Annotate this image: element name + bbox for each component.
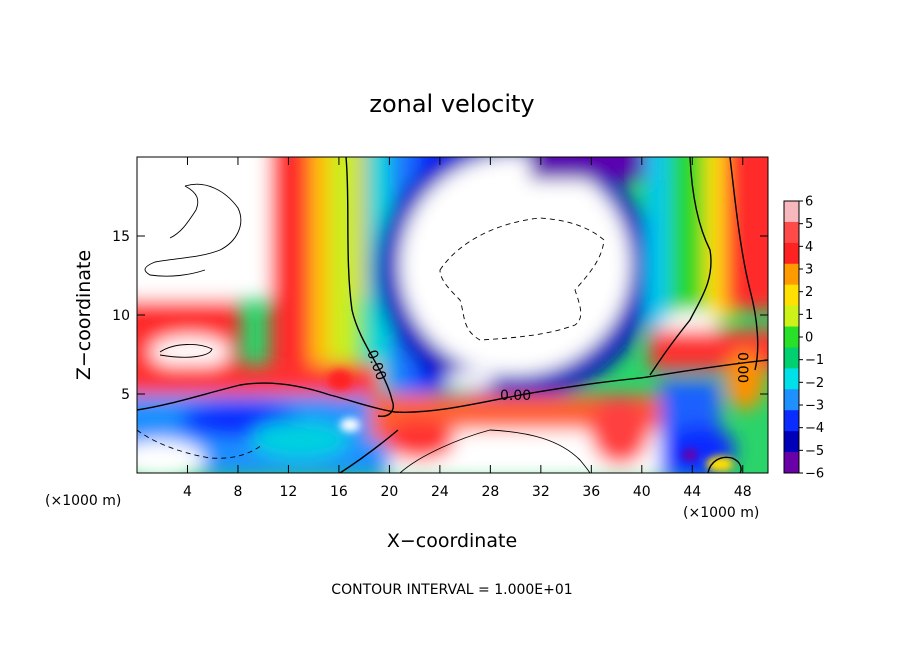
colorbar-label: 6: [805, 195, 813, 210]
colorbar-swatch: [784, 263, 799, 286]
colorbar-label: −3: [805, 399, 824, 414]
contour-label: 0.00: [734, 352, 750, 383]
colorbar-swatch: [784, 410, 799, 432]
x-tick-label: 40: [633, 484, 651, 500]
y-tick-label: 15: [112, 229, 130, 245]
x-tick-label: 4: [183, 484, 192, 500]
colorbar-label: 4: [805, 240, 813, 255]
contour-interval-note: CONTOUR INTERVAL = 1.000E+01: [331, 582, 572, 598]
colorbar-label: −5: [805, 444, 824, 459]
x-tick-label: 20: [380, 484, 398, 500]
x-tick-label: 44: [683, 484, 701, 500]
colorbar-label: 0: [805, 331, 813, 346]
colorbar-label: 3: [805, 263, 813, 278]
colorbar-label: 1: [805, 308, 813, 323]
y-tick-label: 5: [121, 387, 130, 403]
colorbar-swatch: [784, 221, 799, 244]
x-tick-label: 48: [734, 484, 752, 500]
y-axis: 5 10 15: [112, 229, 768, 403]
colorbar-swatch: [784, 431, 799, 453]
x-tick-label: 32: [532, 484, 550, 500]
y-axis-title: Z−coordinate: [73, 250, 95, 380]
colorbar-swatch: [784, 347, 799, 369]
colorbar-label: −2: [805, 376, 824, 391]
x-tick-label: 12: [280, 484, 298, 500]
x-tick-label: 28: [481, 484, 499, 500]
x-unit-left: (×1000 m): [45, 493, 121, 509]
colorbar-label: −1: [805, 353, 824, 368]
x-axis: 4 8 12 16 20 24 28 32 36 40 44 48: [183, 157, 752, 500]
colorbar-swatch: [784, 368, 799, 390]
x-axis-title: X−coordinate: [387, 530, 517, 552]
x-tick-label: 16: [330, 484, 348, 500]
colorbar-label: 5: [805, 217, 813, 232]
colorbar-swatch: [784, 305, 799, 328]
y-tick-label: 10: [112, 308, 130, 324]
colorbar-label: −4: [805, 421, 824, 436]
colorbar-swatch: [784, 284, 799, 307]
colorbar-swatch: [784, 326, 799, 348]
colorbar-swatch: [784, 201, 799, 223]
velocity-field: 0.00 0.00 0.00: [137, 157, 768, 473]
colorbar-swatch: [784, 452, 799, 474]
x-tick-label: 24: [431, 484, 449, 500]
colorbar: 6 5 4 3 2 1 0 −1 −2 −3 −4 −5 −6: [783, 195, 824, 482]
x-unit-right: (×1000 m): [683, 505, 759, 521]
contour-label: 0.00: [500, 388, 531, 404]
colorbar-swatch: [784, 389, 799, 411]
chart-title: zonal velocity: [369, 90, 534, 118]
x-tick-label: 8: [233, 484, 242, 500]
colorbar-swatch: [784, 242, 799, 265]
colorbar-label: 2: [805, 285, 813, 300]
colorbar-label: −6: [805, 467, 824, 482]
x-tick-label: 36: [582, 484, 600, 500]
